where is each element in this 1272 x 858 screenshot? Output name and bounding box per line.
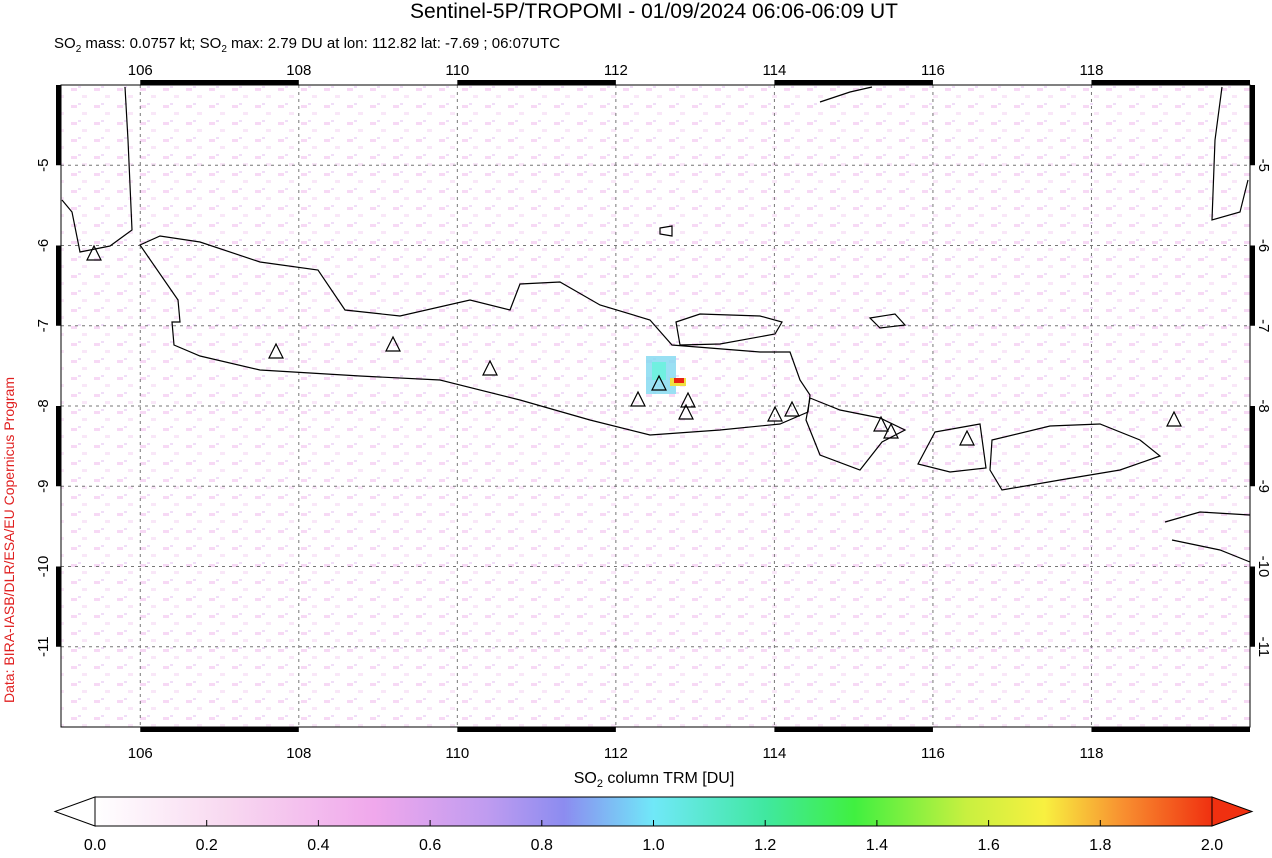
colorbar-under xyxy=(53,796,96,827)
lat-tick-label: -8 xyxy=(35,399,52,412)
lon-tick-label: 106 xyxy=(128,62,153,79)
colorbar-tick-label: 0.4 xyxy=(307,837,329,853)
frame-bar xyxy=(56,85,61,166)
lon-tick-label: 116 xyxy=(921,745,945,762)
frame-bar xyxy=(457,727,616,732)
frame-bar xyxy=(1091,80,1250,85)
frame-bar xyxy=(56,406,61,487)
frame-bar xyxy=(140,727,299,732)
volcanoes xyxy=(86,244,1182,446)
coastlines xyxy=(61,86,1251,563)
lon-tick-label: 106 xyxy=(128,745,153,762)
frame-bar xyxy=(457,80,616,85)
lon-tick-label: 118 xyxy=(1080,745,1104,762)
lat-tick-label: -10 xyxy=(35,556,52,578)
lat-tick-label: -5 xyxy=(1255,159,1272,172)
subtitle: SO2 mass: 0.0757 kt; SO2 max: 2.79 DU at… xyxy=(54,35,560,55)
plume-mid xyxy=(652,362,666,380)
colorbar-tick-label: 1.6 xyxy=(977,837,999,853)
frame-bar xyxy=(56,566,61,647)
coastline-lombok xyxy=(917,423,987,473)
colorbar-tick-label: 1.4 xyxy=(866,837,888,853)
coastline-sulawesi xyxy=(1211,86,1249,221)
grid xyxy=(61,85,1250,727)
coastline-bali xyxy=(805,397,907,471)
coastline-sumatra xyxy=(61,86,133,253)
colorbar-tick-label: 0.6 xyxy=(419,837,441,853)
colorbar-tick-label: 2.0 xyxy=(1201,837,1223,853)
frame-bar xyxy=(140,80,299,85)
frame-bar xyxy=(774,80,933,85)
lon-tick-label: 110 xyxy=(445,745,469,762)
colorbar-tick-label: 1.2 xyxy=(754,837,776,853)
frame-bar xyxy=(1250,406,1255,487)
frame-bars xyxy=(56,80,1255,732)
plume-max xyxy=(674,378,684,383)
lon-tick-label: 112 xyxy=(604,62,628,79)
colorbar-tick-label: 0.0 xyxy=(84,837,106,853)
lon-tick-label: 112 xyxy=(604,745,628,762)
coastline-java xyxy=(139,235,811,436)
subtitle-part: SO xyxy=(54,35,76,52)
lat-tick-label: -6 xyxy=(35,239,52,252)
volcano xyxy=(86,244,1182,446)
colorbar-tick-label: 0.8 xyxy=(531,837,553,853)
frame-bar xyxy=(56,245,61,326)
lon-tick-label: 114 xyxy=(762,62,786,79)
colorbar-tick-label: 1.8 xyxy=(1089,837,1111,853)
colorbar-label: SO2 column TRM [DU] xyxy=(574,770,735,790)
lat-tick-label: -8 xyxy=(1255,399,1272,412)
lon-tick-label: 114 xyxy=(762,745,786,762)
subtitle-part: max: 2.79 DU at lon: 112.82 lat: -7.69 ;… xyxy=(227,35,560,52)
subscript: 2 xyxy=(221,44,227,55)
coastline-borneo xyxy=(819,86,873,103)
colorbar-over xyxy=(1211,796,1254,827)
colorbar-label-part: SO xyxy=(574,770,597,787)
lat-tick-label: -11 xyxy=(35,636,52,657)
frame-bar xyxy=(774,727,933,732)
lat-tick-label: -6 xyxy=(1255,239,1272,252)
colorbar-tick-label: 0.2 xyxy=(196,837,218,853)
axis-labels: 106 106 108 108 110 110 112 112 114 114 116 116 118 1… xyxy=(35,62,1272,762)
coastline-flores xyxy=(1164,511,1251,563)
title: Sentinel-5P/TROPOMI - 01/09/2024 06:06-0… xyxy=(410,0,898,23)
coastline-sumbawa xyxy=(989,423,1162,491)
frame-bar xyxy=(1250,85,1255,166)
lat-tick-label: -9 xyxy=(1255,480,1272,493)
so2-plume xyxy=(646,356,686,394)
lat-tick-label: -7 xyxy=(1255,319,1272,332)
data-credit: Data: BIRA-IASB/DLR/ESA/EU Copernicus Pr… xyxy=(1,377,17,703)
coastline-madura xyxy=(675,313,783,346)
subtitle-part: mass: 0.0757 kt; SO xyxy=(81,35,221,52)
lat-tick-label: -10 xyxy=(1255,556,1272,578)
subscript: 2 xyxy=(76,44,82,55)
lat-tick-label: -11 xyxy=(1255,636,1272,657)
lat-tick-label: -9 xyxy=(35,480,52,493)
lon-tick-label: 116 xyxy=(921,62,945,79)
subscript: 2 xyxy=(597,778,603,790)
coastline-islets xyxy=(659,225,907,329)
lon-tick-label: 108 xyxy=(286,745,311,762)
frame-bar xyxy=(1091,727,1250,732)
colorbar-label-part: column TRM [DU] xyxy=(603,770,734,787)
lon-tick-label: 118 xyxy=(1080,62,1104,79)
lon-tick-label: 110 xyxy=(445,62,469,79)
colorbar-tick-label: 1.0 xyxy=(642,837,664,853)
frame-bar xyxy=(1250,245,1255,326)
frame-bar xyxy=(1250,566,1255,647)
lat-tick-label: -5 xyxy=(35,159,52,172)
lat-tick-label: -7 xyxy=(35,319,52,332)
lon-tick-label: 108 xyxy=(286,62,311,79)
colorbar-ticks: 0.0 0.2 0.4 0.6 0.8 1.0 1.2 1.4 1.6 1.8 2.0 xyxy=(84,820,1223,854)
